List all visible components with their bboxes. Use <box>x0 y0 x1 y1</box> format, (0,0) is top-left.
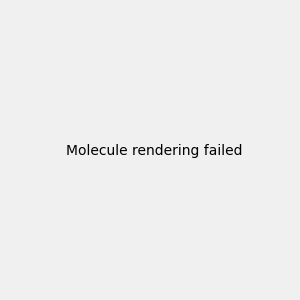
Text: Molecule rendering failed: Molecule rendering failed <box>65 145 242 158</box>
